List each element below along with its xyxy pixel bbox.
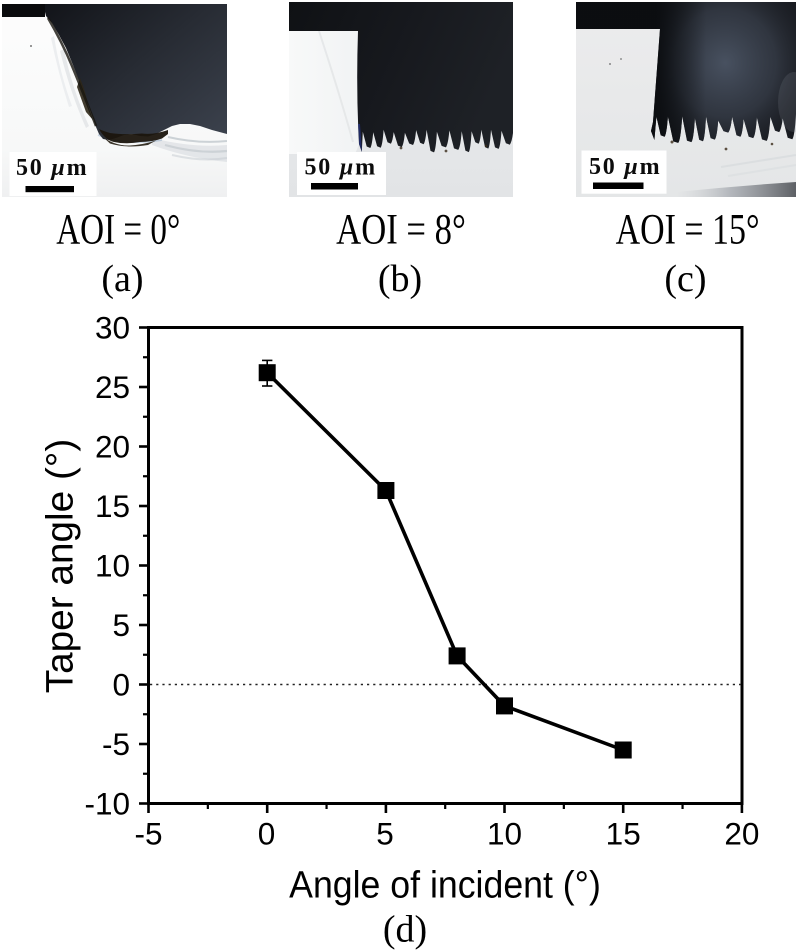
svg-text:50 μm: 50 μm — [305, 155, 377, 181]
svg-text:50 μm: 50 μm — [589, 154, 661, 180]
svg-text:(a): (a) — [101, 258, 143, 300]
svg-text:(b): (b) — [378, 258, 422, 300]
svg-text:20: 20 — [724, 815, 759, 851]
svg-text:Angle of incident (°): Angle of incident (°) — [289, 863, 601, 905]
svg-text:(d): (d) — [383, 909, 427, 951]
svg-text:-5: -5 — [102, 726, 130, 762]
svg-text:5: 5 — [376, 815, 394, 851]
svg-text:(c): (c) — [664, 258, 706, 300]
svg-text:-5: -5 — [134, 815, 162, 851]
svg-text:10: 10 — [95, 548, 130, 584]
svg-text:AOI = 0°: AOI = 0° — [56, 207, 180, 254]
svg-text:20: 20 — [95, 429, 130, 465]
svg-text:0: 0 — [112, 667, 130, 703]
svg-text:50 μm: 50 μm — [16, 155, 88, 181]
svg-text:15: 15 — [95, 488, 130, 524]
svg-text:AOI = 8°: AOI = 8° — [336, 206, 466, 253]
svg-text:15: 15 — [606, 815, 641, 851]
svg-text:30: 30 — [95, 310, 130, 346]
svg-text:Taper angle (°): Taper angle (°) — [39, 439, 82, 694]
svg-text:25: 25 — [95, 369, 130, 405]
svg-text:AOI = 15°: AOI = 15° — [616, 206, 760, 254]
svg-text:10: 10 — [487, 815, 522, 851]
svg-text:-10: -10 — [84, 786, 130, 822]
svg-text:0: 0 — [258, 815, 276, 851]
svg-text:5: 5 — [112, 607, 130, 643]
